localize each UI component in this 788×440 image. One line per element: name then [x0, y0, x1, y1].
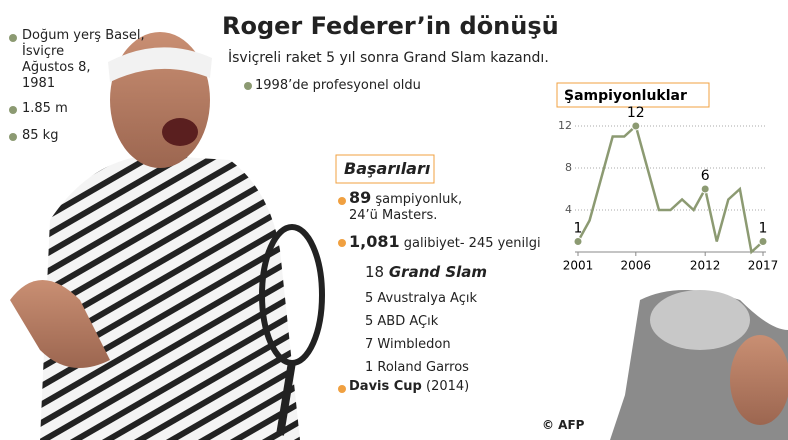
headband: [108, 47, 212, 82]
point: [573, 237, 583, 246]
bio-item: 1.85 m: [22, 101, 68, 116]
davis: Davis Cup (2014): [349, 379, 469, 394]
value-label: 12: [627, 105, 645, 121]
credit: © AFP: [542, 418, 585, 432]
y-tick-label: 12: [558, 119, 572, 132]
bullet: [338, 385, 346, 393]
text: galibiyet- 245 yenilgi: [403, 236, 541, 251]
chart-title-box: [556, 82, 710, 108]
racket-handle: [276, 361, 296, 436]
subtitle: İsviçreli raket 5 yıl sonra Grand Slam k…: [228, 50, 549, 66]
slam-item: 7 Wimbledon: [365, 337, 451, 352]
player-face: [730, 335, 788, 425]
player-arm: [10, 280, 110, 368]
value-label: 1: [574, 221, 583, 237]
bullet: [338, 239, 346, 247]
bio-line: 1981: [22, 76, 56, 91]
title: Roger Federer’in dönüşü: [222, 12, 559, 40]
titles: 89 şampiyonluk, 24’ü Masters.: [349, 190, 462, 224]
y-tick-label: 4: [565, 203, 572, 216]
mouth: [162, 118, 198, 146]
bullet: [9, 106, 17, 114]
point: [631, 121, 641, 131]
bio-line: Ağustos 8,: [22, 60, 91, 75]
bio-item: Doğum yerş Basel, İsviçre Ağustos 8, 198…: [22, 28, 145, 92]
bio-line: Doğum yerş Basel,: [22, 28, 145, 43]
player-shirt: [40, 155, 300, 440]
name: Davis Cup: [349, 379, 422, 394]
point: [700, 184, 710, 194]
bullet: [9, 133, 17, 141]
x-tick-label: 2006: [621, 259, 652, 273]
text: Grand Slam: [388, 263, 488, 281]
number: 18: [365, 263, 385, 281]
chart-title: Şampiyonluklar: [564, 88, 687, 104]
point: [758, 237, 768, 246]
year: (2014): [426, 379, 470, 394]
pro-text: 1998’de profesyonel oldu: [255, 78, 421, 93]
bio-item: 85 kg: [22, 128, 59, 143]
slam-item: 5 ABD AÇık: [365, 314, 439, 329]
line: [576, 123, 764, 255]
trophy: [650, 290, 750, 350]
bio-line: İsviçre: [22, 44, 65, 59]
text: şampiyonluk,: [375, 192, 463, 207]
x-tick-label: 2001: [563, 259, 594, 273]
number: 1,081: [349, 232, 400, 251]
x-tick-label: 2012: [690, 259, 721, 273]
y-tick-label: 8: [565, 161, 572, 174]
slam-item: 1 Roland Garros: [365, 360, 469, 375]
heading-box: [335, 154, 435, 184]
value-label: 6: [701, 168, 710, 184]
bullet: [244, 82, 252, 90]
bullet: [9, 34, 17, 42]
value-label: 1: [759, 221, 768, 237]
achievements-heading: Başarıları: [344, 159, 431, 178]
number: 89: [349, 188, 372, 207]
text: 24’ü Masters.: [349, 208, 438, 223]
slam-list: 5 Avustralya Açık 5 ABD AÇık 7 Wimbledon…: [365, 287, 477, 379]
slams: 18 Grand Slam: [365, 263, 487, 281]
x-tick-label: 2017: [748, 259, 779, 273]
wins: 1,081 galibiyet- 245 yenilgi: [349, 232, 541, 251]
slam-item: 5 Avustralya Açık: [365, 291, 478, 306]
bullet: [338, 197, 346, 205]
